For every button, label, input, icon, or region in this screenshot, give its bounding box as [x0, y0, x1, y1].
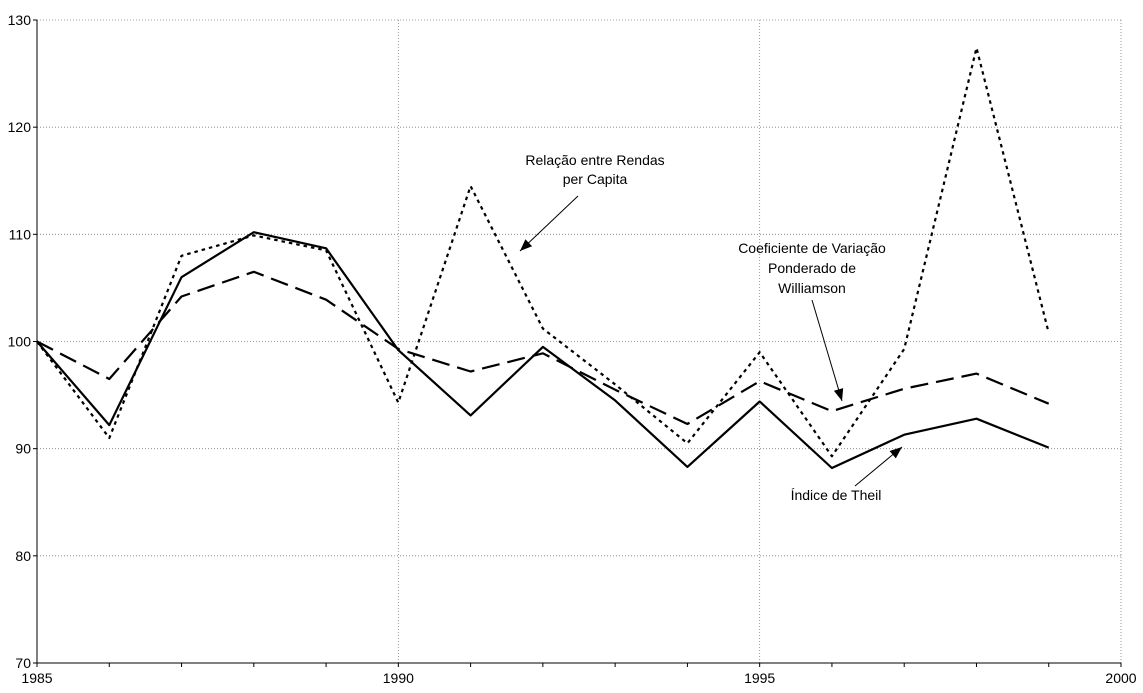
- x-tick-label: 1985: [21, 670, 52, 686]
- y-tick-label: 90: [15, 441, 31, 457]
- y-tick-label: 80: [15, 548, 31, 564]
- arrowhead-icon: [889, 447, 902, 459]
- annotation-line: Coeficiente de Variação: [738, 240, 886, 256]
- annotation-layer: Relação entre Rendas per Capita Coeficient…: [519, 152, 903, 503]
- arrowhead-icon: [833, 388, 844, 401]
- annotation-line: per Capita: [563, 171, 628, 187]
- grid-layer: [37, 19, 1122, 663]
- series-line-relacao: [36, 46, 1050, 458]
- annotation-arrow-line-williamson: [811, 299, 843, 402]
- x-tick-label: 2000: [1105, 670, 1136, 686]
- y-tick-label: 110: [9, 226, 32, 242]
- annotation-relacao: Relação entre Rendas per Capita: [525, 152, 664, 187]
- x-tick-label: 1990: [383, 670, 414, 686]
- y-tick-label: 120: [8, 119, 32, 135]
- series-line-theil: [36, 231, 1050, 470]
- axis-layer: 70 80 90 100 110 120 130 1985 1990 1995 2000: [8, 12, 1137, 686]
- arrowhead-icon: [520, 239, 533, 251]
- annotation-line: Índice de Theil: [791, 487, 882, 503]
- annotation-line: Williamson: [778, 280, 846, 296]
- annotation-theil: Índice de Theil: [791, 487, 882, 503]
- annotation-line: Relação entre Rendas: [525, 152, 664, 168]
- y-tick-label: 100: [8, 334, 32, 350]
- series-layer: [36, 46, 1050, 470]
- x-tick-label: 1995: [744, 670, 775, 686]
- series-line-williamson: [36, 270, 1050, 426]
- annotation-arrow-line-relacao: [519, 195, 579, 252]
- annotation-williamson: Coeficiente de Variação Ponderado de Willi…: [738, 240, 886, 296]
- y-tick-label: 130: [8, 12, 32, 28]
- annotation-line: Ponderado de: [768, 260, 856, 276]
- y-tick-label: 70: [15, 655, 31, 671]
